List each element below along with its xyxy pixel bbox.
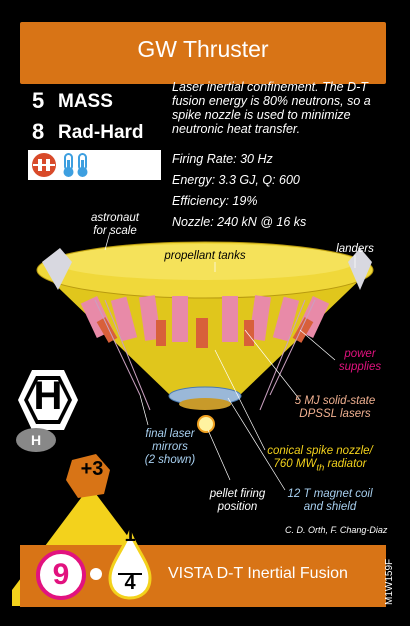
label-lasers: 5 MJ solid-state DPSSL lasers bbox=[294, 395, 376, 420]
lander-left bbox=[42, 248, 72, 290]
credit-text: C. D. Orth, F. Chang-Diaz bbox=[285, 525, 388, 535]
type-letter: H bbox=[33, 374, 63, 418]
dish-rim bbox=[55, 244, 355, 280]
label-astronaut: astronaut for scale bbox=[91, 212, 139, 237]
mass-value: 5 bbox=[32, 88, 45, 113]
bonus-badge bbox=[66, 454, 110, 498]
separator-dot bbox=[90, 568, 102, 580]
type-badge bbox=[16, 370, 78, 452]
thrust-value: 9 bbox=[52, 558, 70, 591]
card-code: M1W159F bbox=[384, 558, 395, 605]
fuel-denominator: 4 bbox=[124, 572, 136, 594]
callout-lines bbox=[104, 231, 356, 491]
radhard-label: Rad-Hard bbox=[58, 122, 144, 143]
stats-box: 5 MASS 8 Rad-Hard bbox=[24, 84, 165, 180]
label-pellet: pellet firing position bbox=[209, 488, 266, 513]
description-text: Laser inertial confinement. The D-T fusi… bbox=[172, 80, 371, 136]
bonus-value: +3 bbox=[80, 458, 104, 480]
type-sub-letter: H bbox=[30, 432, 42, 448]
title-bar: GW Thruster bbox=[20, 22, 386, 84]
fuel-drop bbox=[108, 530, 152, 600]
fuel-numerator: 1 bbox=[124, 524, 136, 546]
icons-strip bbox=[28, 150, 161, 180]
card-title: GW Thruster bbox=[137, 36, 269, 62]
thermometer-icon bbox=[63, 153, 74, 177]
label-mirrors: final laser mirrors (2 shown) bbox=[144, 428, 196, 466]
spec-efficiency: Efficiency: 19% bbox=[172, 194, 258, 208]
thermometer-icon-2 bbox=[77, 153, 88, 177]
footer-text: VISTA D-T Inertial Fusion bbox=[168, 565, 348, 582]
thrust-badge: 9 bbox=[36, 550, 86, 600]
label-propellant: propellant tanks bbox=[164, 250, 246, 262]
spec-energy: Energy: 3.3 GJ, Q: 600 bbox=[172, 173, 300, 187]
mirror-struts bbox=[94, 299, 316, 411]
spec-nozzle: Nozzle: 240 kN @ 16 ks bbox=[172, 215, 307, 229]
status-icons bbox=[32, 153, 88, 177]
label-nozzle: conical spike nozzle/ 760 MWth radiator bbox=[267, 445, 373, 474]
pellet-flash bbox=[197, 415, 215, 433]
radhard-value: 8 bbox=[32, 119, 45, 144]
breaker-icon bbox=[32, 153, 56, 177]
label-magnet: 12 T magnet coil and shield bbox=[287, 488, 373, 513]
hex-sub-badge bbox=[16, 428, 56, 452]
label-landers: landers bbox=[336, 243, 374, 255]
magnet-shield bbox=[179, 398, 231, 410]
mass-label: MASS bbox=[58, 91, 113, 112]
label-power: power supplies bbox=[338, 348, 382, 373]
spec-firing-rate: Firing Rate: 30 Hz bbox=[172, 152, 273, 166]
laser-modules bbox=[80, 295, 330, 348]
lander-right bbox=[348, 248, 372, 290]
